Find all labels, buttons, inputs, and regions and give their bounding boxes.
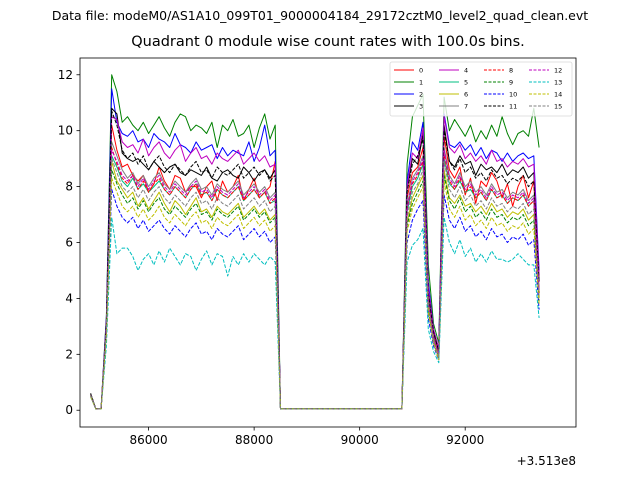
data-file-suptitle: Data file: modeM0/AS1A10_099T01_90000041… bbox=[51, 8, 589, 23]
series-line-3 bbox=[90, 107, 540, 410]
legend-label-14: 14 bbox=[554, 90, 562, 98]
legend-label-7: 7 bbox=[464, 102, 468, 110]
series-line-2 bbox=[90, 88, 540, 410]
x-tick-label: 86000 bbox=[130, 433, 168, 447]
y-tick-label: 10 bbox=[58, 124, 73, 138]
legend-label-2: 2 bbox=[419, 90, 423, 98]
x-tick-label: 92000 bbox=[446, 433, 484, 447]
legend-label-12: 12 bbox=[554, 66, 562, 74]
legend-label-1: 1 bbox=[419, 78, 423, 86]
y-tick-label: 2 bbox=[65, 347, 73, 361]
y-tick-label: 8 bbox=[65, 180, 73, 194]
series-group bbox=[90, 74, 540, 410]
x-tick-label: 88000 bbox=[235, 433, 273, 447]
series-line-10 bbox=[90, 188, 540, 410]
legend-label-10: 10 bbox=[509, 90, 517, 98]
chart-title: Quadrant 0 module wise count rates with … bbox=[131, 34, 525, 50]
series-line-0 bbox=[90, 124, 540, 410]
y-tick-label: 12 bbox=[58, 68, 73, 82]
legend-label-5: 5 bbox=[464, 78, 468, 86]
legend-label-8: 8 bbox=[509, 66, 513, 74]
y-tick-label: 4 bbox=[65, 291, 73, 305]
legend-label-4: 4 bbox=[464, 66, 468, 74]
legend-label-3: 3 bbox=[419, 102, 423, 110]
legend-label-15: 15 bbox=[554, 102, 562, 110]
series-line-1 bbox=[90, 74, 540, 410]
legend-label-11: 11 bbox=[509, 102, 517, 110]
x-offset-label: +3.513e8 bbox=[517, 454, 576, 468]
series-line-13 bbox=[90, 216, 540, 410]
series-line-12 bbox=[90, 149, 540, 410]
series-line-15 bbox=[90, 158, 540, 410]
legend-label-9: 9 bbox=[509, 78, 513, 86]
legend-label-0: 0 bbox=[419, 66, 423, 74]
x-tick-label: 90000 bbox=[341, 433, 379, 447]
series-line-4 bbox=[90, 116, 540, 410]
y-tick-label: 6 bbox=[65, 236, 73, 250]
series-line-14 bbox=[90, 177, 540, 410]
legend-label-13: 13 bbox=[554, 78, 562, 86]
legend-box bbox=[389, 61, 573, 117]
y-tick-label: 0 bbox=[65, 403, 73, 417]
series-line-11 bbox=[90, 110, 540, 410]
legend-label-6: 6 bbox=[464, 90, 468, 98]
